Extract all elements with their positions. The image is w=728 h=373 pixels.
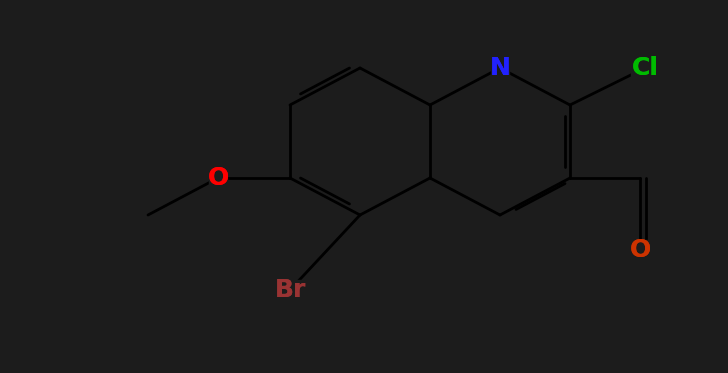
- Text: N: N: [489, 56, 510, 80]
- Text: O: O: [630, 238, 651, 262]
- Bar: [491, 58, 509, 78]
- Bar: [631, 240, 649, 260]
- Text: O: O: [207, 166, 229, 190]
- Text: N: N: [489, 56, 510, 80]
- Text: Cl: Cl: [631, 56, 659, 80]
- Text: O: O: [207, 166, 229, 190]
- Bar: [209, 168, 227, 188]
- Bar: [276, 280, 304, 300]
- Text: Cl: Cl: [631, 56, 659, 80]
- Bar: [631, 58, 659, 78]
- Text: O: O: [630, 238, 651, 262]
- Text: Br: Br: [274, 278, 306, 302]
- Text: Br: Br: [274, 278, 306, 302]
